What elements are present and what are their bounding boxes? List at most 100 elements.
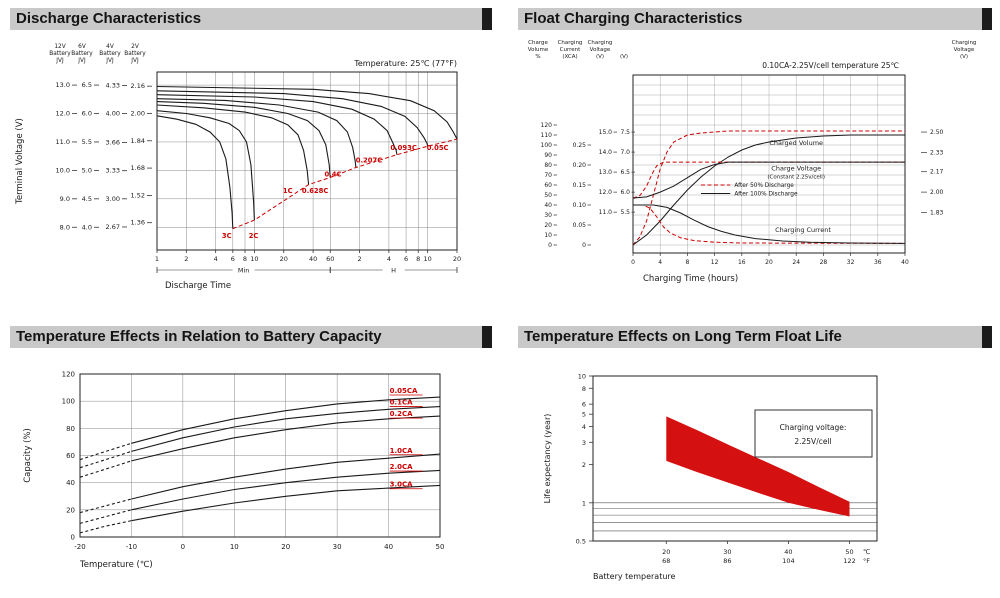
series-label: 0.05CA [390, 387, 418, 395]
axis-header: % [535, 54, 540, 60]
y-tick-label: 120 [62, 371, 75, 379]
axis-header: Volume [528, 47, 549, 53]
rate-label: 2C [249, 232, 259, 240]
x-tick-label: 20 [453, 255, 461, 263]
y-tick-label: 1 [582, 499, 586, 507]
section-title-bar: Float Charging Characteristics [518, 8, 992, 30]
discharge-chart-canvas: 12VBatteryJVJ13.012.011.010.09.08.06VBat… [15, 44, 461, 291]
axis-header: Voltage [590, 47, 611, 53]
x-tick-label: 40 [309, 255, 317, 263]
axis-header: Charging [952, 40, 977, 46]
series-label: 1.0CA [390, 447, 414, 455]
x-tick-label: 40 [384, 543, 393, 551]
y-tick-label: 4.33 [106, 81, 120, 89]
x-tick-label: 60 [326, 255, 334, 263]
y-axis-title: Capacity (%) [23, 428, 33, 483]
x-tick-label: 0 [181, 543, 185, 551]
x-tick-label: 32 [847, 259, 855, 266]
discharge-curve [156, 110, 255, 221]
y-tick-label: 13.0 [599, 169, 613, 176]
float-curve [632, 134, 905, 246]
y-tick-label: 3 [582, 439, 586, 447]
legend-label: After 50% Discharge [734, 183, 794, 189]
y-tick-label: 11.0 [599, 209, 613, 216]
axis-header: JVJ [55, 58, 64, 64]
axis-header: Charging [588, 40, 613, 46]
rate-label: 0.628C [302, 187, 329, 195]
y-tick-label: 60 [66, 452, 75, 460]
y-tick-label: 3.00 [106, 195, 120, 203]
life-expectancy-band [666, 416, 850, 517]
y-tick-label: 12.0 [56, 110, 70, 118]
x-tick-label: 20 [280, 255, 288, 263]
section-title: Float Charging Characteristics [524, 10, 743, 27]
title-bar-end-cap [982, 326, 992, 348]
rate-label: 3C [222, 232, 232, 240]
temperature-note: Temperature: 25℃ (77°F) [353, 59, 457, 68]
x-tick-label: 2 [358, 255, 362, 263]
x-tick-label: 4 [658, 259, 662, 266]
y-tick-label: 6.0 [82, 110, 92, 118]
legend-label: After 100% Discharge [734, 192, 798, 198]
y-tick-label: 7.5 [620, 129, 630, 136]
x-tick-label: 20 [765, 259, 773, 266]
discharge-curve [156, 104, 310, 185]
x-tick-label: 10 [230, 543, 239, 551]
x-tick-label: 2 [184, 255, 188, 263]
y-tick-label: 5 [582, 411, 586, 419]
capacity-curve [131, 484, 441, 522]
y-tick-label: 2 [582, 461, 586, 469]
plot-border [156, 71, 458, 251]
x-tick-label: -20 [74, 543, 85, 551]
y-tick-label: 5.5 [82, 138, 92, 146]
x-tick-label-fahrenheit: 86 [723, 557, 731, 565]
x-tick-label-celsius: 20 [662, 548, 670, 556]
y-tick-label: 1.83 [930, 210, 944, 217]
x-unit-celsius: ℃ [863, 548, 870, 556]
plot-border [592, 375, 878, 542]
x-tick-label: 50 [436, 543, 445, 551]
x-tick-label: 40 [901, 259, 909, 266]
y-axis-title: Life expectancy (year) [543, 414, 552, 504]
y-tick-label: 110 [541, 132, 553, 139]
y-tick-label: 2.00 [131, 109, 145, 117]
y-tick-label: 4.5 [82, 195, 92, 203]
y-tick-label: 1.84 [131, 137, 145, 145]
rate-label: 0.207C [356, 156, 383, 164]
discharge-curve [156, 90, 429, 147]
y-tick-label: 4 [582, 423, 586, 431]
x-tick-label-celsius: 50 [845, 548, 853, 556]
y-tick-label: 6 [582, 401, 586, 409]
y-tick-label: 40 [544, 202, 552, 209]
axis-header: Charge [528, 40, 548, 46]
section-title: Temperature Effects in Relation to Batte… [16, 328, 382, 345]
capacity-curve-dashed [79, 460, 132, 478]
y-tick-label: 9.0 [60, 195, 70, 203]
axis-header: JVJ [130, 58, 139, 64]
capacity-curve [131, 469, 441, 511]
note-box [754, 409, 873, 458]
float-curve [633, 204, 906, 244]
x-axis-title: Charging Time (hours) [643, 274, 738, 284]
x-tick-label: 12 [711, 259, 719, 266]
axis-header: 2V [131, 44, 139, 50]
x-tick-label: 28 [820, 259, 828, 266]
float-curve [633, 204, 906, 244]
axis-header: 6V [78, 44, 86, 50]
y-tick-label: 6.0 [620, 189, 630, 196]
y-tick-label: 11.0 [56, 138, 70, 146]
capacity-curve-dashed [79, 442, 132, 461]
x-tick-label: 6 [404, 255, 408, 263]
axis-header: JVJ [105, 58, 114, 64]
y-tick-label: 30 [544, 212, 552, 219]
x-axis-title: Discharge Time [165, 281, 231, 291]
float-life-chart-canvas: 1086543210.5206830864010450122℃°FChargin… [543, 373, 878, 581]
float-curve [632, 161, 905, 199]
rate-label: 0.4C [324, 171, 341, 179]
panel-float-charging: Float Charging Characteristics Charge Vol… [518, 8, 992, 310]
y-tick-label: 120 [541, 122, 553, 129]
y-tick-label: 8 [582, 385, 586, 393]
y-tick-label: 100 [62, 398, 75, 406]
discharge-curve [156, 101, 331, 178]
y-tick-label: 50 [544, 192, 552, 199]
